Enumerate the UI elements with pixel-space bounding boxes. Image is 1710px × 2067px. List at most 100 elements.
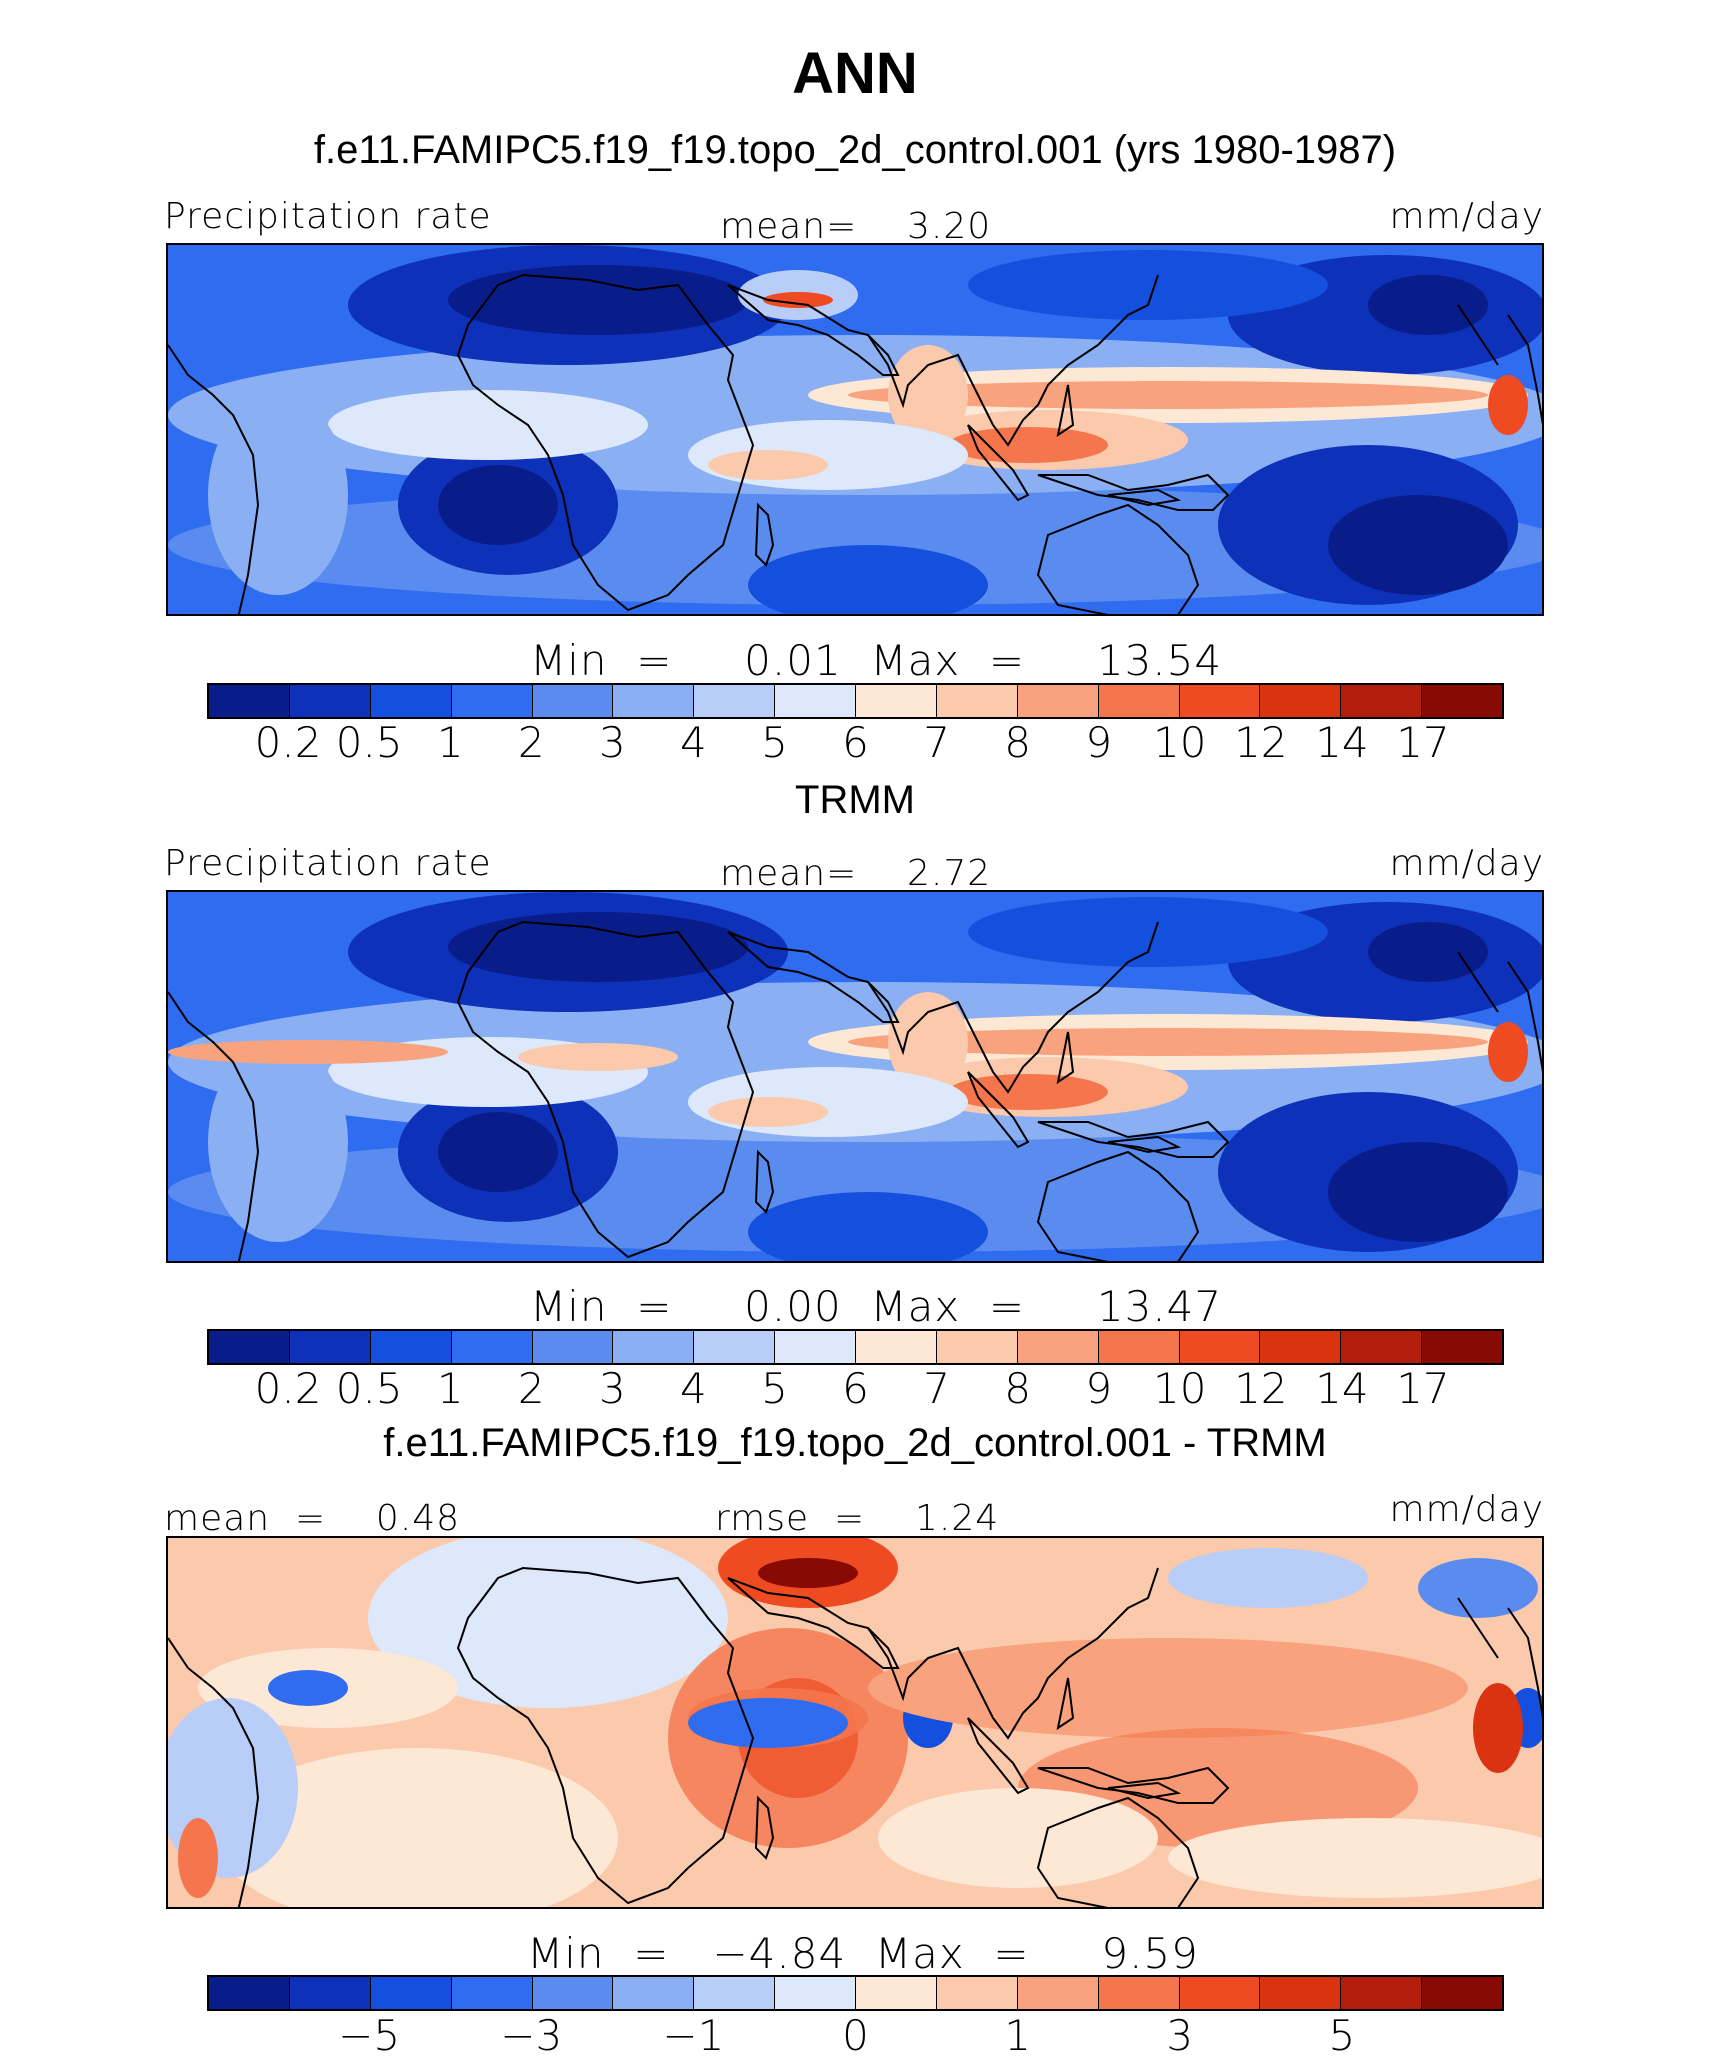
colorbar-swatch <box>289 1977 371 2009</box>
colorbar-swatch <box>1017 685 1099 717</box>
panel-1-min-max: Min = 0.01 Max = 13.54 <box>530 636 1223 685</box>
colorbar-tick-label: 4 <box>680 718 707 767</box>
colorbar-swatch <box>694 1977 776 2009</box>
panel-1-units: mm/day <box>1389 196 1544 237</box>
panel-3-subtitle: f.e11.FAMIPC5.f19_f19.topo_2d_control.00… <box>383 1421 1327 1465</box>
colorbar-swatch <box>613 1977 695 2009</box>
colorbar-tick-label: 5 <box>1328 2011 1356 2060</box>
colorbar-swatch <box>936 1331 1018 1363</box>
colorbar-swatch <box>1422 1331 1502 1363</box>
colorbar-swatch <box>1098 1977 1180 2009</box>
colorbar-swatch <box>936 685 1018 717</box>
colorbar-swatch <box>1017 1977 1099 2009</box>
panel-1-subtitle: f.e11.FAMIPC5.f19_f19.topo_2d_control.00… <box>313 128 1397 172</box>
colorbar-swatch <box>1017 1331 1099 1363</box>
colorbar-tick-label: −5 <box>338 2011 401 2060</box>
colorbar-swatch <box>856 1331 937 1363</box>
colorbar-swatch <box>1179 1331 1261 1363</box>
colorbar-swatch <box>289 685 371 717</box>
colorbar-tick-label: 9 <box>1085 718 1113 767</box>
colorbar-swatch <box>1260 685 1342 717</box>
colorbar-tick-label: 8 <box>1004 1364 1031 1413</box>
colorbar-swatch <box>613 1331 695 1363</box>
colorbar-swatch <box>1341 1331 1423 1363</box>
colorbar-swatch <box>532 1977 614 2009</box>
panel-3-mean-label: mean = 0.48 <box>164 1498 461 1539</box>
colorbar-swatch <box>856 685 937 717</box>
colorbar-tick-label: 2 <box>517 1364 545 1413</box>
colorbar-swatch <box>1341 685 1423 717</box>
colorbar-tick-label: 0.2 <box>254 1364 322 1413</box>
colorbar-tick-label: 3 <box>1166 2011 1194 2060</box>
colorbar-swatch <box>370 1331 452 1363</box>
colorbar-tick-label: 0.5 <box>335 718 403 767</box>
colorbar-tick-label: 0.2 <box>254 718 322 767</box>
colorbar-swatch <box>209 685 290 717</box>
panel-2-colorbar <box>207 1329 1504 1365</box>
colorbar-swatch <box>613 685 695 717</box>
colorbar-swatch <box>856 1977 937 2009</box>
colorbar-tick-label: 3 <box>598 1364 626 1413</box>
colorbar-swatch <box>775 685 856 717</box>
colorbar-tick-label: 10 <box>1153 1364 1207 1413</box>
colorbar-tick-label: 1 <box>436 1364 464 1413</box>
panel-2-min-max: Min = 0.00 Max = 13.47 <box>530 1282 1223 1331</box>
colorbar-tick-label: 0 <box>842 2011 869 2060</box>
colorbar-swatch <box>1260 1977 1342 2009</box>
colorbar-swatch <box>694 1331 776 1363</box>
colorbar-tick-label: 5 <box>761 718 788 767</box>
colorbar-tick-label: 14 <box>1315 1364 1369 1413</box>
colorbar-tick-label: 6 <box>842 718 869 767</box>
colorbar-tick-label: 10 <box>1153 718 1207 767</box>
colorbar-swatch <box>209 1331 290 1363</box>
colorbar-swatch <box>289 1331 371 1363</box>
colorbar-tick-label: 6 <box>842 1364 869 1413</box>
colorbar-tick-label: 2 <box>517 718 545 767</box>
panel-3-min-max: Min = −4.84 Max = 9.59 <box>527 1929 1199 1978</box>
colorbar-tick-label: 17 <box>1396 1364 1450 1413</box>
colorbar-tick-label: 7 <box>923 718 950 767</box>
colorbar-swatch <box>532 685 614 717</box>
colorbar-tick-label: 7 <box>923 1364 950 1413</box>
colorbar-swatch <box>1422 685 1502 717</box>
panel-2-variable-label: Precipitation rate <box>164 843 492 884</box>
colorbar-swatch <box>370 685 452 717</box>
colorbar-tick-label: 5 <box>761 1364 788 1413</box>
colorbar-swatch <box>1098 685 1180 717</box>
panel-2-mean-label: mean= 2.72 <box>720 853 992 894</box>
colorbar-tick-label: 8 <box>1004 718 1031 767</box>
colorbar-swatch <box>532 1331 614 1363</box>
colorbar-swatch <box>451 1977 533 2009</box>
panel-1-variable-label: Precipitation rate <box>164 196 492 237</box>
panel-3-difference-map <box>166 1536 1544 1909</box>
colorbar-tick-label: 0.5 <box>335 1364 403 1413</box>
colorbar-swatch <box>209 1977 290 2009</box>
colorbar-tick-label: 1 <box>436 718 464 767</box>
panel-2-subtitle: TRMM <box>795 778 915 822</box>
colorbar-swatch <box>1179 685 1261 717</box>
colorbar-tick-label: 3 <box>598 718 626 767</box>
panel-2-precipitation-map <box>166 890 1544 1263</box>
colorbar-swatch <box>370 1977 452 2009</box>
colorbar-tick-label: 1 <box>1004 2011 1031 2060</box>
colorbar-swatch <box>1179 1977 1261 2009</box>
colorbar-swatch <box>1098 1331 1180 1363</box>
colorbar-swatch <box>1341 1977 1423 2009</box>
colorbar-swatch <box>451 685 533 717</box>
page-title: ANN <box>792 41 918 106</box>
panel-3-units: mm/day <box>1389 1489 1544 1530</box>
colorbar-swatch <box>1260 1331 1342 1363</box>
colorbar-swatch <box>936 1977 1018 2009</box>
colorbar-swatch <box>694 685 776 717</box>
colorbar-tick-label: 12 <box>1234 1364 1288 1413</box>
panel-1-mean-label: mean= 3.20 <box>720 206 992 247</box>
colorbar-tick-label: 4 <box>680 1364 707 1413</box>
panel-2-units: mm/day <box>1389 843 1544 884</box>
colorbar-swatch <box>1422 1977 1502 2009</box>
colorbar-tick-label: −1 <box>662 2011 725 2060</box>
colorbar-tick-label: −3 <box>500 2011 563 2060</box>
panel-1-precipitation-map <box>166 243 1544 616</box>
colorbar-swatch <box>451 1331 533 1363</box>
panel-3-colorbar <box>207 1975 1504 2011</box>
colorbar-tick-label: 9 <box>1085 1364 1113 1413</box>
